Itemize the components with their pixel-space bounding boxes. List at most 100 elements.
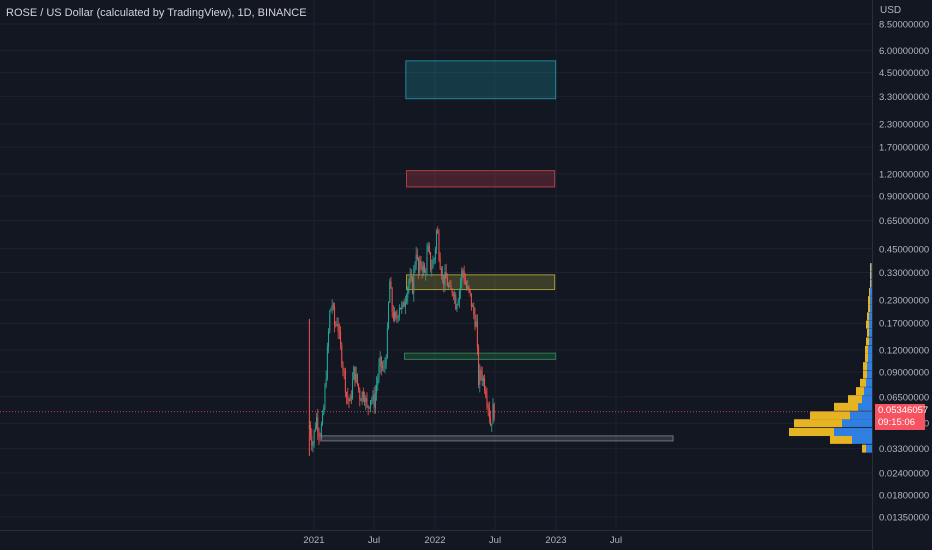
- candle-body: [448, 285, 450, 287]
- volume-profile-bar-blue: [871, 279, 872, 288]
- volume-profile-bar-gold: [866, 320, 869, 329]
- candle-body: [492, 404, 494, 424]
- candle-body: [424, 266, 426, 273]
- volume-profile-bar-blue: [850, 411, 872, 420]
- candle-body: [322, 413, 324, 424]
- candle-body: [474, 314, 476, 327]
- candle-body: [478, 346, 480, 385]
- candle-body: [484, 378, 486, 391]
- candle-body: [407, 288, 409, 299]
- volume-profile-bar-gold: [860, 378, 866, 387]
- candle-body: [374, 392, 376, 408]
- candle-body: [432, 260, 434, 269]
- candle-body: [384, 365, 386, 367]
- candle-body: [440, 269, 442, 276]
- candle-body: [398, 307, 400, 317]
- price-tick-label: 0.12000000: [879, 345, 929, 356]
- candle-body: [426, 251, 428, 272]
- volume-profile-bar-gold: [869, 287, 870, 296]
- candle-body: [446, 278, 448, 286]
- candle-body: [347, 395, 349, 400]
- candle-body: [396, 317, 398, 319]
- zone-box-2: [405, 170, 556, 188]
- candle-body: [344, 370, 346, 393]
- volume-profile-bar-gold: [834, 402, 858, 411]
- candle-body: [464, 280, 466, 285]
- candle-body: [326, 346, 328, 379]
- time-tick-label: Jul: [610, 535, 622, 546]
- candle-body: [328, 331, 330, 347]
- candle-body: [454, 295, 456, 296]
- candle-body: [350, 396, 352, 398]
- volume-profile-bar-blue: [869, 337, 872, 346]
- price-tick-label: 0.09000000: [879, 367, 929, 378]
- candle-body: [371, 400, 373, 401]
- candle-body: [325, 378, 327, 387]
- candle-body: [413, 270, 415, 294]
- candle-body: [346, 392, 348, 396]
- candlestick-series: [308, 226, 495, 456]
- volume-profile-bar-gold: [789, 428, 834, 437]
- volume-profile-bar-gold: [848, 395, 862, 404]
- candle-body: [367, 405, 369, 408]
- candle-body: [425, 271, 427, 273]
- candle-body: [338, 331, 340, 333]
- candle-body: [406, 298, 408, 303]
- candle-body: [473, 306, 475, 315]
- zone-box-3: [405, 274, 556, 291]
- candle-body: [455, 295, 457, 310]
- candle-body: [493, 404, 495, 419]
- volume-profile-bar-gold: [865, 345, 868, 354]
- volume-profile-bar-gold: [868, 304, 870, 313]
- price-tick-label: 0.06500000: [879, 392, 929, 403]
- candle-body: [449, 285, 451, 287]
- volume-profile-bar-gold: [863, 370, 867, 379]
- candle-body: [443, 274, 445, 286]
- candle-body: [342, 364, 344, 371]
- candle-body: [370, 400, 372, 408]
- candle-body: [336, 323, 338, 326]
- candle-body: [354, 366, 356, 383]
- candle-body: [433, 258, 435, 261]
- candle-body: [332, 305, 334, 307]
- volume-profile: [789, 263, 872, 453]
- volume-profile-bar-gold: [810, 411, 850, 420]
- candle-body: [482, 378, 484, 381]
- candle-body: [457, 300, 459, 306]
- zone-box-5: [321, 435, 674, 442]
- volume-profile-bar-blue: [866, 378, 872, 387]
- candle-body: [487, 404, 489, 408]
- candle-body: [472, 306, 474, 307]
- candle-body: [317, 417, 319, 432]
- volume-profile-bar-gold: [868, 296, 870, 305]
- volume-profile-bar-blue: [858, 402, 872, 411]
- candle-body: [456, 305, 458, 310]
- volume-profile-bar-gold: [870, 271, 871, 280]
- candle-body: [389, 281, 391, 303]
- volume-profile-bar-gold: [867, 312, 869, 321]
- price-tick-label: 0.45000000: [879, 244, 929, 255]
- price-tick-label: 2.30000000: [879, 119, 929, 130]
- candle-body: [427, 245, 429, 252]
- candle-body: [463, 270, 465, 281]
- candle-body: [348, 399, 350, 402]
- volume-profile-bar-blue: [864, 387, 872, 396]
- candle-body: [386, 327, 388, 358]
- candle-body: [373, 394, 375, 408]
- candle-body: [390, 281, 392, 289]
- candle-body: [337, 323, 339, 332]
- price-axis: 8.50000000 6.00000000 4.50000000 3.30000000…: [872, 0, 929, 550]
- candle-body: [349, 396, 351, 402]
- volume-profile-bar-blue: [869, 320, 872, 329]
- chart-title: ROSE / US Dollar (calculated by TradingV…: [6, 7, 307, 19]
- candle-body: [392, 311, 394, 319]
- candle-body: [355, 373, 357, 383]
- candle-body: [476, 321, 478, 347]
- volume-profile-bar-blue: [871, 263, 872, 272]
- candle-body: [434, 248, 436, 259]
- price-tick-label: 3.30000000: [879, 92, 929, 103]
- candle-body: [364, 398, 366, 403]
- candle-body: [458, 291, 460, 301]
